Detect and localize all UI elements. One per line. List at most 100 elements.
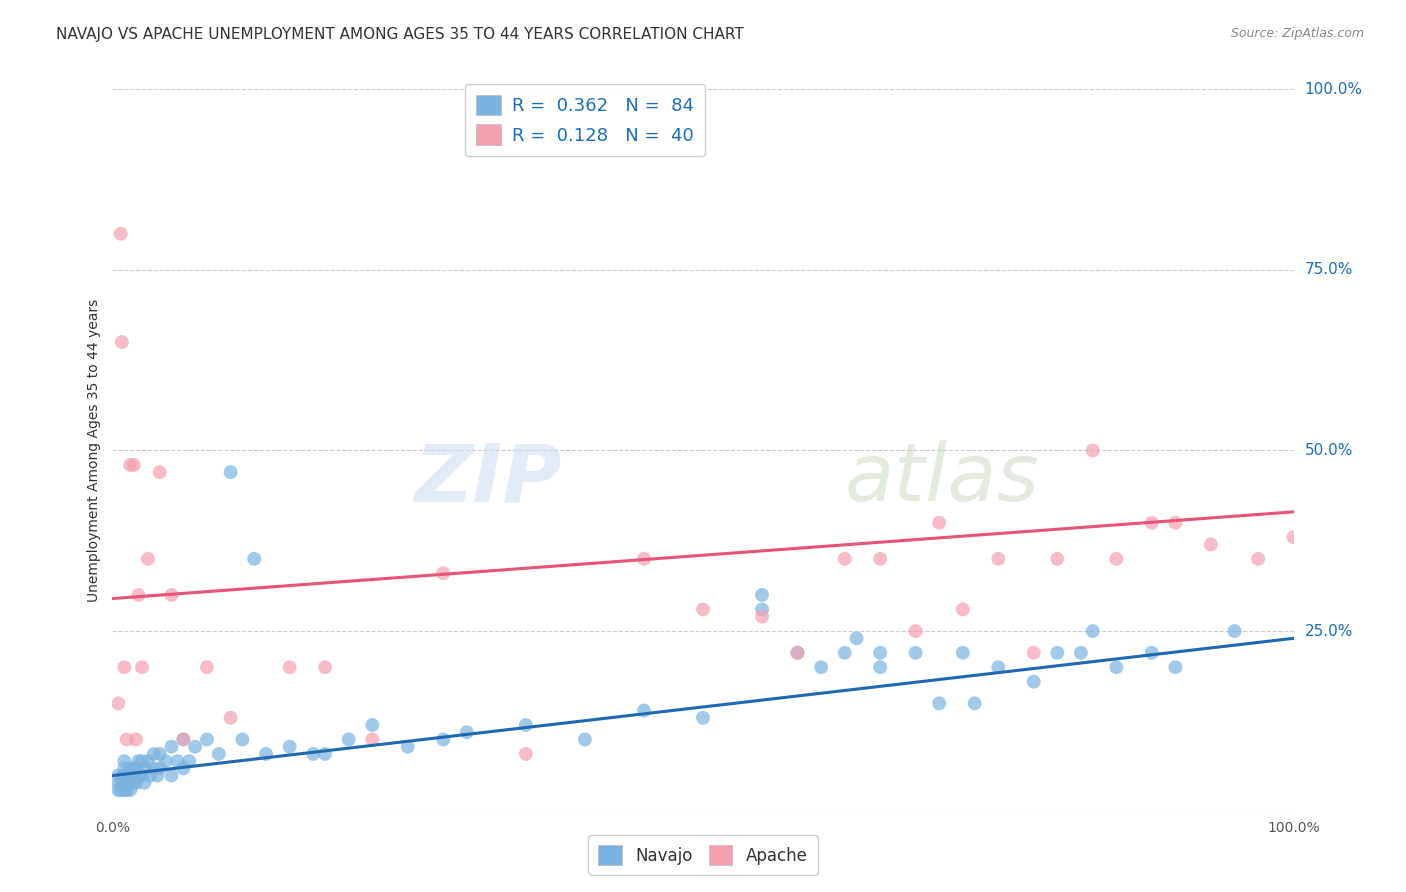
Point bbox=[120, 458, 142, 472]
Point bbox=[396, 739, 419, 754]
Point bbox=[136, 754, 159, 768]
Point bbox=[337, 732, 360, 747]
Point bbox=[1164, 516, 1187, 530]
Point bbox=[786, 646, 808, 660]
Point bbox=[134, 776, 156, 790]
Point bbox=[122, 761, 145, 775]
Point bbox=[928, 696, 950, 710]
Point bbox=[115, 769, 138, 783]
Point bbox=[314, 747, 336, 761]
Point bbox=[1140, 646, 1163, 660]
Point bbox=[751, 609, 773, 624]
Point bbox=[254, 747, 277, 761]
Point bbox=[1223, 624, 1246, 639]
Point bbox=[135, 761, 157, 775]
Point bbox=[515, 747, 537, 761]
Point bbox=[845, 632, 868, 646]
Point bbox=[122, 458, 145, 472]
Point bbox=[149, 747, 172, 761]
Point bbox=[120, 783, 142, 797]
Point bbox=[1046, 551, 1069, 566]
Y-axis label: Unemployment Among Ages 35 to 44 years: Unemployment Among Ages 35 to 44 years bbox=[87, 299, 101, 602]
Point bbox=[139, 769, 162, 783]
Point bbox=[112, 660, 135, 674]
Point bbox=[963, 696, 986, 710]
Point bbox=[904, 646, 927, 660]
Point bbox=[131, 769, 153, 783]
Point bbox=[172, 761, 194, 775]
Point bbox=[1140, 516, 1163, 530]
Point bbox=[195, 732, 218, 747]
Point bbox=[928, 516, 950, 530]
Text: ZIP: ZIP bbox=[413, 441, 561, 518]
Point bbox=[172, 732, 194, 747]
Text: 75.0%: 75.0% bbox=[1305, 262, 1353, 277]
Point bbox=[166, 754, 188, 768]
Point bbox=[131, 754, 153, 768]
Point bbox=[125, 761, 148, 775]
Point bbox=[1105, 551, 1128, 566]
Point bbox=[432, 732, 454, 747]
Point bbox=[107, 776, 129, 790]
Point bbox=[219, 465, 242, 479]
Point bbox=[155, 754, 177, 768]
Point bbox=[149, 761, 172, 775]
Point bbox=[112, 769, 135, 783]
Point bbox=[515, 718, 537, 732]
Point bbox=[456, 725, 478, 739]
Point bbox=[111, 334, 134, 349]
Point bbox=[127, 588, 149, 602]
Point bbox=[120, 776, 142, 790]
Point bbox=[160, 588, 183, 602]
Point bbox=[179, 754, 201, 768]
Point bbox=[1199, 537, 1222, 551]
Point bbox=[633, 704, 655, 718]
Point bbox=[1247, 551, 1270, 566]
Text: Source: ZipAtlas.com: Source: ZipAtlas.com bbox=[1230, 27, 1364, 40]
Point bbox=[243, 551, 266, 566]
Point bbox=[952, 646, 974, 660]
Text: NAVAJO VS APACHE UNEMPLOYMENT AMONG AGES 35 TO 44 YEARS CORRELATION CHART: NAVAJO VS APACHE UNEMPLOYMENT AMONG AGES… bbox=[56, 27, 744, 42]
Point bbox=[1070, 646, 1092, 660]
Point bbox=[125, 776, 148, 790]
Point bbox=[1164, 660, 1187, 674]
Point bbox=[869, 551, 891, 566]
Point bbox=[987, 551, 1010, 566]
Point bbox=[1081, 443, 1104, 458]
Point bbox=[1046, 646, 1069, 660]
Point bbox=[1105, 660, 1128, 674]
Point bbox=[1282, 530, 1305, 544]
Point bbox=[869, 660, 891, 674]
Point bbox=[146, 769, 169, 783]
Point bbox=[112, 783, 135, 797]
Point bbox=[361, 718, 384, 732]
Point bbox=[122, 776, 145, 790]
Point bbox=[208, 747, 231, 761]
Point bbox=[110, 227, 132, 241]
Point bbox=[786, 646, 808, 660]
Point bbox=[149, 465, 172, 479]
Point bbox=[834, 646, 856, 660]
Point bbox=[361, 732, 384, 747]
Point bbox=[115, 732, 138, 747]
Point bbox=[1081, 624, 1104, 639]
Point bbox=[107, 769, 129, 783]
Point bbox=[160, 739, 183, 754]
Point bbox=[121, 769, 143, 783]
Point bbox=[1022, 646, 1045, 660]
Text: atlas: atlas bbox=[845, 441, 1039, 518]
Point bbox=[231, 732, 253, 747]
Point bbox=[633, 551, 655, 566]
Point bbox=[987, 660, 1010, 674]
Point bbox=[751, 588, 773, 602]
Point bbox=[115, 783, 138, 797]
Text: 25.0%: 25.0% bbox=[1305, 624, 1353, 639]
Point bbox=[692, 711, 714, 725]
Point bbox=[120, 769, 142, 783]
Point bbox=[110, 783, 132, 797]
Point bbox=[314, 660, 336, 674]
Point bbox=[184, 739, 207, 754]
Point bbox=[107, 696, 129, 710]
Point bbox=[751, 602, 773, 616]
Point bbox=[278, 739, 301, 754]
